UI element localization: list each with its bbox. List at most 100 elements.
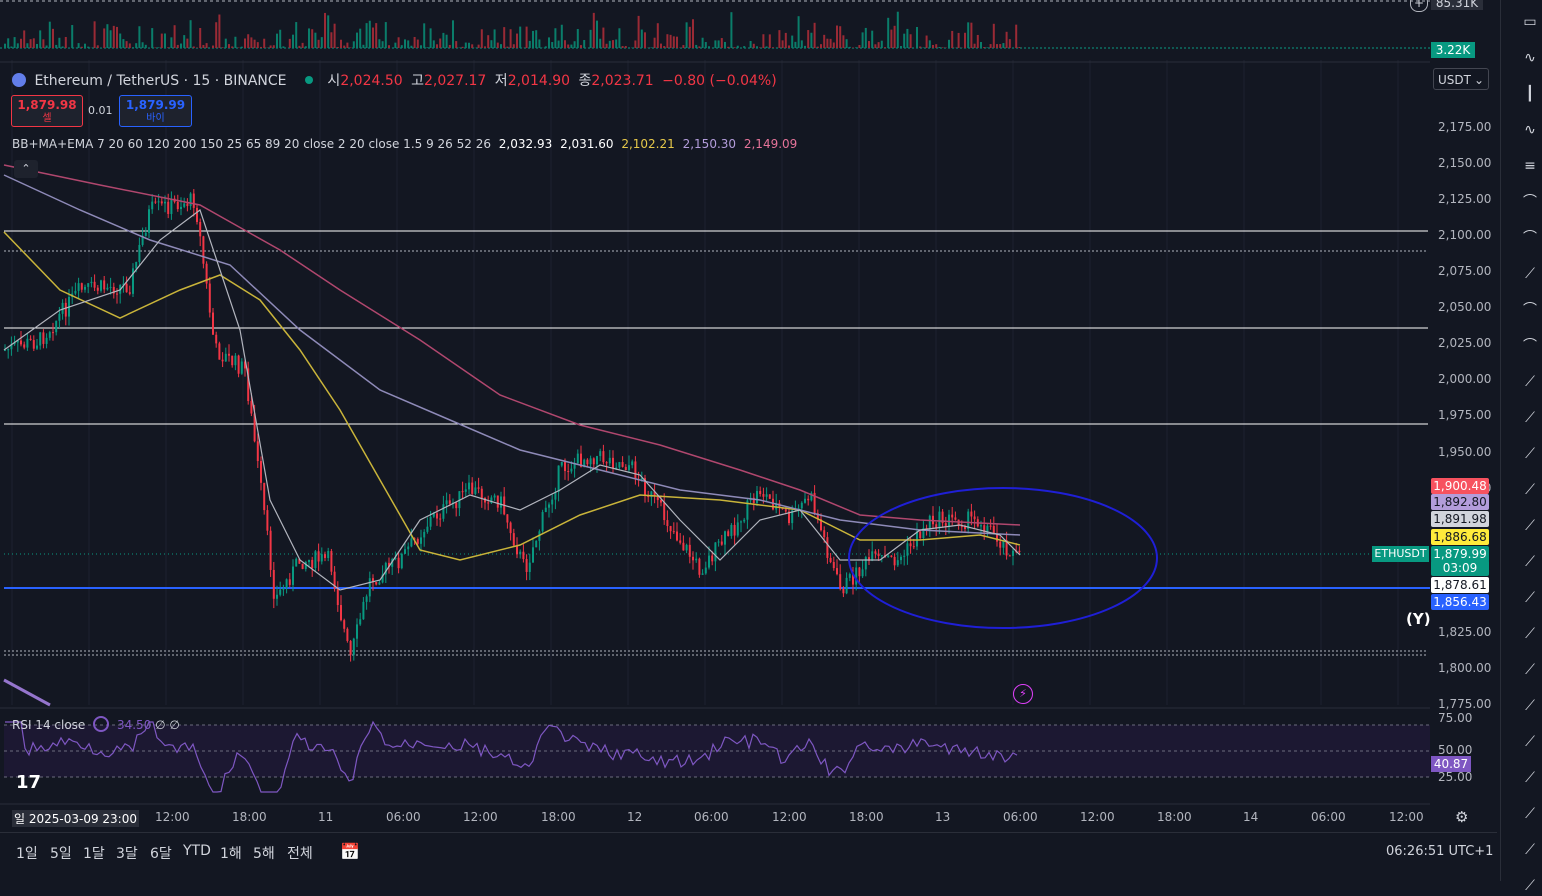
volume-bar <box>878 42 880 48</box>
candle-body <box>602 451 604 462</box>
rsi-settings-icon[interactable] <box>93 716 109 732</box>
candle-body <box>468 483 470 490</box>
rsi-legend[interactable]: RSI 14 close 34.50 ∅ ∅ <box>12 716 180 732</box>
pattern-icon[interactable]: ⌒ <box>1520 192 1540 212</box>
trend-icon[interactable]: ⟋ <box>1520 768 1540 788</box>
pattern-icon[interactable]: ⌒ <box>1520 300 1540 320</box>
range-button[interactable]: 5일 <box>50 843 72 863</box>
candle-body <box>449 500 451 503</box>
volume-bar <box>689 27 691 48</box>
trend-icon[interactable]: ⟋ <box>1520 876 1540 896</box>
candle-body <box>558 466 560 492</box>
trend-icon[interactable]: ⟋ <box>1520 624 1540 644</box>
volume-bar <box>974 44 976 48</box>
price-label: 03:09 <box>1431 560 1489 576</box>
volume-bar <box>897 12 899 48</box>
range-button[interactable]: 1해 <box>220 843 242 863</box>
candle-body <box>916 531 918 546</box>
volume-bar <box>190 20 192 48</box>
trend-icon[interactable]: ⟋ <box>1520 696 1540 716</box>
volume-bar <box>958 33 960 48</box>
volume-bar <box>346 43 348 48</box>
volume-bar <box>490 40 492 48</box>
range-button[interactable]: 1일 <box>16 843 38 863</box>
pattern-icon[interactable]: ⌒ <box>1520 336 1540 356</box>
candle-body <box>881 555 883 556</box>
volume-bar <box>94 21 96 48</box>
brush-icon[interactable]: ⟋ <box>1520 372 1540 392</box>
candle-body <box>20 341 22 345</box>
date-range-icon[interactable]: 📅 <box>340 842 360 861</box>
clock[interactable]: 06:26:51 UTC+1 <box>1386 844 1493 859</box>
alert-icon[interactable]: ⚡ <box>1013 684 1033 704</box>
candle-body <box>398 558 400 568</box>
trend-icon[interactable]: ⟋ <box>1520 732 1540 752</box>
candle-body <box>730 525 732 536</box>
low-value: 2,014.90 <box>508 73 570 89</box>
candle-body <box>193 194 195 208</box>
volume-bar <box>340 40 342 48</box>
candle-body <box>593 458 595 464</box>
price-chart[interactable] <box>0 0 1430 830</box>
range-button[interactable]: 전체 <box>287 843 313 863</box>
candle-body <box>100 280 102 290</box>
trend-icon[interactable]: ⟋ <box>1520 444 1540 464</box>
candle-body <box>618 462 620 467</box>
range-button[interactable]: YTD <box>183 843 211 859</box>
trend-icon[interactable]: ⟋ <box>1520 516 1540 536</box>
candle-body <box>567 471 569 472</box>
volume-bar <box>494 29 496 48</box>
candle-body <box>103 280 105 289</box>
range-button[interactable]: 3달 <box>116 843 138 863</box>
volume-bar <box>1006 32 1008 48</box>
volume-bar <box>177 45 179 48</box>
volume-bar <box>394 43 396 48</box>
volume-bar <box>750 41 752 48</box>
volume-bar <box>417 40 419 48</box>
sell-button[interactable]: 1,879.98 셀 <box>11 95 83 127</box>
buy-button[interactable]: 1,879.99 바이 <box>119 95 192 127</box>
candle-body <box>913 546 915 547</box>
candle-body <box>801 503 803 509</box>
collapse-legend-icon[interactable]: ⌃ <box>14 160 38 178</box>
candle-body <box>865 557 867 569</box>
gear-icon[interactable]: ⚙ <box>1455 808 1468 826</box>
trend-icon[interactable]: ⟋ <box>1520 840 1540 860</box>
indicator-legend[interactable]: BB+MA+EMA 7 20 60 120 200 150 25 65 89 2… <box>12 137 801 151</box>
candle-body <box>257 441 259 461</box>
time-label: 일 2025-03-09 23:00 <box>12 810 139 827</box>
volume-bar <box>10 46 12 48</box>
volume-bar <box>378 39 380 48</box>
volume-bar <box>164 34 166 48</box>
candle-body <box>87 283 89 287</box>
wave-icon[interactable]: ∿ <box>1520 48 1540 68</box>
volume-bar <box>343 46 345 48</box>
list-icon[interactable]: ≡ <box>1520 156 1540 176</box>
ma-long-line <box>4 165 1020 525</box>
symbol-title[interactable]: Ethereum / TetherUS · 15 · BINANCE <box>34 73 286 89</box>
candle-body <box>170 199 172 214</box>
volume-bar <box>942 47 944 48</box>
candle-body <box>366 596 368 601</box>
volume-bar <box>420 45 422 48</box>
fib-icon[interactable]: ⟋ <box>1520 264 1540 284</box>
trend-icon[interactable]: ⟋ <box>1520 588 1540 608</box>
pattern-icon[interactable]: ⌒ <box>1520 228 1540 248</box>
trend-icon[interactable]: ⟋ <box>1520 408 1540 428</box>
volume-bar <box>4 44 6 48</box>
trend-icon[interactable]: ⟋ <box>1520 480 1540 500</box>
trend-icon[interactable]: ⟋ <box>1520 552 1540 572</box>
volume-bar <box>538 39 540 48</box>
volume-bar <box>638 16 640 48</box>
range-button[interactable]: 6달 <box>150 843 172 863</box>
range-button[interactable]: 5해 <box>253 843 275 863</box>
range-button[interactable]: 1달 <box>83 843 105 863</box>
volume-bar <box>62 46 64 48</box>
trend-icon[interactable]: ⟋ <box>1520 804 1540 824</box>
line-icon[interactable]: ∿ <box>1520 120 1540 140</box>
candle-icon[interactable]: ┃ <box>1520 84 1540 104</box>
volume-bar <box>388 45 390 48</box>
folder-icon[interactable]: ▭ <box>1520 12 1540 32</box>
trend-icon[interactable]: ⟋ <box>1520 660 1540 680</box>
currency-selector[interactable]: USDT ⌄ <box>1433 68 1489 90</box>
